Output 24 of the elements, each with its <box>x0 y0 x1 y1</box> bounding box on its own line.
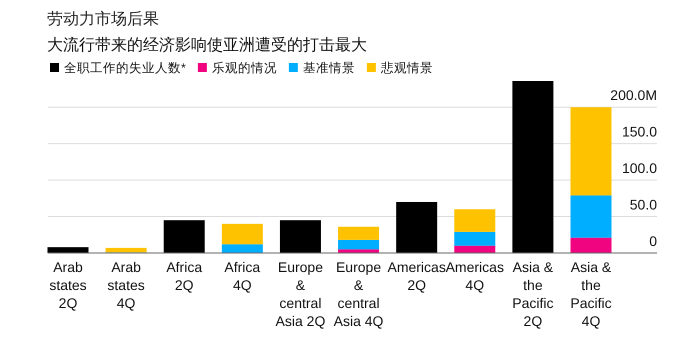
chart-subtitle: 大流行带来的经济影响使亚洲遭受的打击最大 <box>47 36 367 54</box>
legend-label: 乐观的情况 <box>212 61 277 75</box>
x-tick-label: Americas 4Q <box>446 259 504 293</box>
legend-item: 乐观的情况 <box>198 61 277 75</box>
y-tick-label: 200.0M <box>610 87 657 104</box>
y-tick-label: 50.0 <box>630 196 658 213</box>
chart-title: 劳动力市场后果 <box>47 10 159 28</box>
x-tick-label: Europe & central Asia 4Q <box>334 259 384 329</box>
legend-item: 全职工作的失业人数* <box>50 61 186 75</box>
x-tick-label: Africa 2Q <box>166 259 202 293</box>
y-tick-label: 100.0 <box>622 160 658 176</box>
x-tick-label: Arab states 4Q <box>107 259 145 311</box>
legend-label: 悲观情景 <box>380 61 433 75</box>
x-tick-label: Asia & the Pacific 4Q <box>570 259 612 329</box>
x-tick-label: Americas 2Q <box>387 259 446 293</box>
x-tick-label: Africa 4Q <box>224 259 260 293</box>
legend-item: 基准情景 <box>288 61 355 75</box>
legend-item: 悲观情景 <box>366 61 433 75</box>
x-tick-label: Asia & the Pacific 2Q <box>512 259 554 329</box>
x-tick-label: Europe & central Asia 2Q <box>276 259 326 329</box>
x-tick-label: Arab states 2Q <box>49 259 87 311</box>
legend-label: 基准情景 <box>302 61 355 75</box>
y-tick-label: 150.0 <box>622 124 658 140</box>
y-tick-label: 0 <box>649 233 658 249</box>
